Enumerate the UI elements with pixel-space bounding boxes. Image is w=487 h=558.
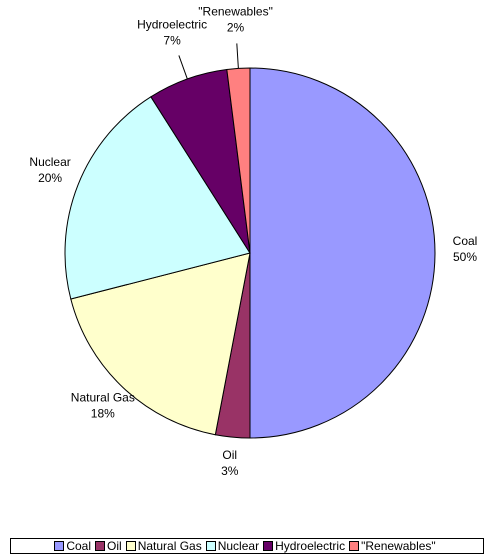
slice-value-label: 7% [163,34,181,48]
slice-label: Natural Gas [71,391,135,405]
slice-value-label: 18% [91,407,115,421]
legend-item: Natural Gas [125,539,202,553]
legend-item: Nuclear [205,539,260,553]
slice-value-label: 50% [453,250,477,264]
legend-swatch [54,541,65,551]
legend-label: Coal [66,539,92,553]
slice-value-label: 20% [38,171,62,185]
legend-item: Coal [54,539,91,553]
slice-label: Hydroelectric [137,18,207,32]
legend-label: Oil [107,539,122,553]
legend: Coal Oil Natural Gas Nuclear Hydroelectric "R… [10,538,484,554]
slice-label: Coal [453,234,478,248]
pie-area: Coal 50% Oil 3% Natural Gas 18% Nuclear 20% Hydr… [29,4,478,478]
legend-label: Hydroelectric [275,539,346,553]
pie-slice [249,67,436,439]
pie-slice [70,252,251,436]
pie-slice [64,96,251,300]
slice-value-label: 2% [227,20,245,34]
slice-label: Nuclear [29,155,70,169]
legend-label: "Renewables" [361,539,436,553]
legend-label: Natural Gas [137,539,202,553]
legend-label: Nuclear [217,539,260,553]
leader-line [178,55,188,80]
slice-label: Oil [222,448,237,462]
legend-swatch [205,541,216,551]
legend-swatch [263,541,274,551]
legend-swatch [95,541,106,551]
legend-swatch [125,541,136,551]
legend-item: Oil [95,539,122,553]
slice-label: "Renewables" [198,4,273,18]
legend-item: "Renewables" [349,539,436,553]
slice-value-label: 3% [221,464,239,478]
leader-line [236,43,239,69]
legend-swatch [349,541,360,551]
legend-item: Hydroelectric [263,539,345,553]
